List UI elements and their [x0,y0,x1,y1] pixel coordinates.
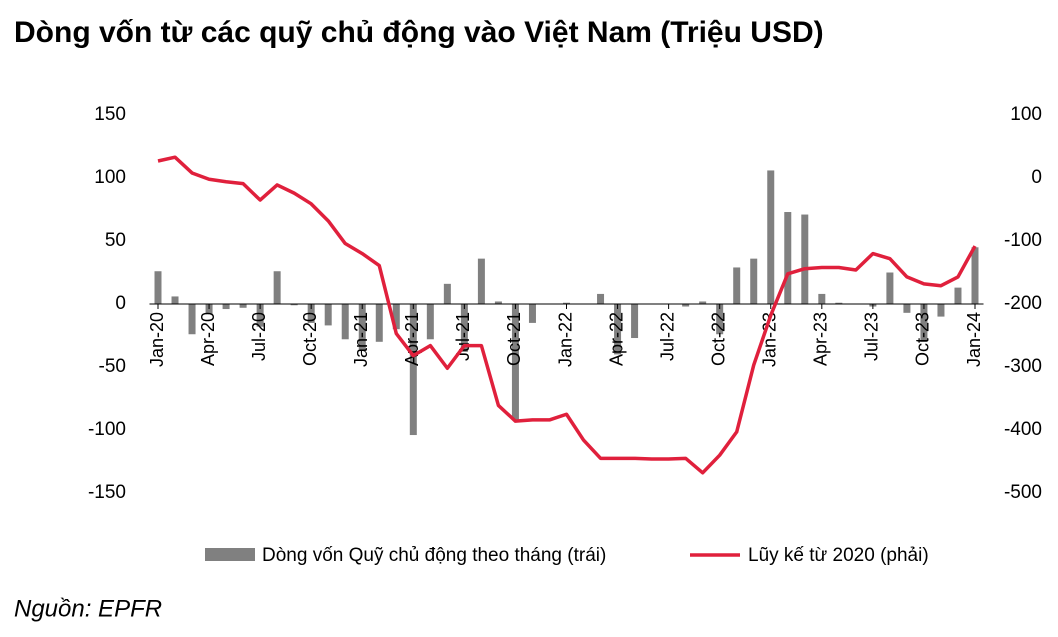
y-tick-label: 150 [94,104,126,125]
x-tick-label: Apr-23 [811,312,831,366]
bar [563,302,570,304]
x-tick-label: Jan-22 [555,312,575,367]
chart-title: Dòng vốn từ các quỹ chủ động vào Việt Na… [14,16,824,49]
bar [818,293,826,304]
bar [307,304,315,323]
bar [358,304,366,350]
x-tick-label: Jul-20 [249,312,269,361]
bar [154,271,162,304]
bar [460,304,468,352]
bar [784,212,792,304]
legend-label: Dòng vốn Quỹ chủ động theo tháng (trái) [262,545,606,566]
y-tick-label: -150 [88,482,126,503]
bar [903,304,911,313]
bar [290,304,298,306]
y-tick-label: 50 [105,230,126,251]
bar [375,304,383,342]
bar [239,304,247,308]
x-tick-label: Apr-22 [606,312,626,366]
y2-tick-label: 100 [1010,104,1042,125]
y-tick-label: 100 [94,167,126,188]
line [157,155,977,475]
bar [631,304,639,339]
x-tick-label: Oct-20 [300,312,320,366]
x-tick-label: Oct-21 [504,312,524,366]
bar [937,304,945,317]
x-tick-label: Jan-21 [351,312,371,367]
bar [801,214,809,304]
bar [682,304,690,307]
legend-label: Lũy kế từ 2020 (phải) [748,545,929,566]
bar [188,304,196,335]
bar [528,304,536,323]
x-tick-label: Jul-23 [862,312,882,361]
y-tick-label: 0 [115,293,126,314]
y2-tick-label: 0 [1031,167,1042,188]
bar [222,304,230,310]
bar [971,247,979,304]
x-tick-label: Jan-24 [964,312,984,367]
y2-tick-label: -200 [1004,293,1042,314]
y2-tick-label: -300 [1004,356,1042,377]
bar [511,304,519,420]
bar [716,304,724,335]
x-tick-label: Jul-21 [453,312,473,361]
x-tick-label: Apr-20 [198,312,218,366]
bar [699,301,707,304]
y-tick-label: -100 [88,419,126,440]
bar [409,304,417,436]
bar [426,304,434,340]
bar [205,304,213,315]
x-tick-label: Jan-20 [147,312,167,367]
bar [273,271,281,304]
y2-tick-label: -400 [1004,419,1042,440]
x-tick-label: Apr-21 [402,312,422,366]
legend-swatch [205,548,255,561]
bar [733,267,741,304]
x-tick-label: Jan-23 [760,312,780,367]
bar [443,283,451,304]
x-tick-label: Jul-22 [657,312,677,361]
y2-tick-label: -500 [1004,482,1042,503]
bar [256,304,264,327]
source: Nguồn: EPFR [14,595,162,622]
bar [597,293,605,304]
bar [614,304,622,355]
bar [835,302,843,304]
bar [954,287,962,304]
bar [750,258,758,304]
bar [886,272,894,304]
y-tick-label: -50 [99,356,126,377]
bar [920,304,928,342]
x-tick-label: Oct-22 [708,312,728,366]
y2-tick-label: -100 [1004,230,1042,251]
x-tick-label: Oct-23 [913,312,933,366]
bar [494,301,502,304]
bar [477,258,485,304]
bar [324,304,332,326]
bar [341,304,349,340]
bar [392,304,400,330]
bar [171,296,179,304]
bar [767,170,775,304]
